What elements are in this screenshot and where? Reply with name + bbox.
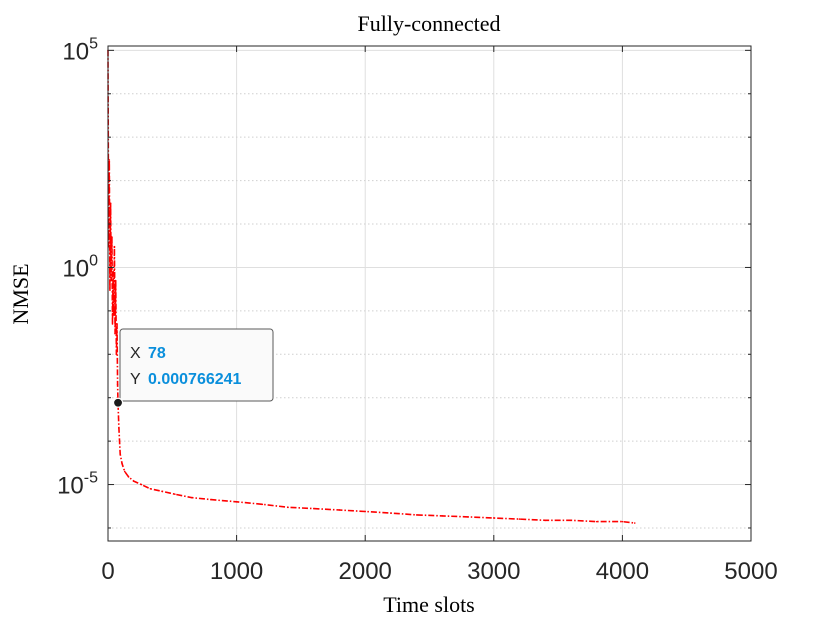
series-point (544, 519, 547, 522)
series-point (364, 510, 367, 513)
series-point (132, 480, 135, 482)
series-layer (107, 49, 636, 524)
plot-border (107, 45, 752, 542)
series-point (312, 507, 315, 510)
series-point (210, 498, 212, 501)
series-point (161, 490, 163, 493)
series-point (127, 476, 130, 478)
plot-area (108, 46, 751, 541)
y-tick-labels: 10-5 100 105 (57, 35, 98, 499)
series-point (595, 520, 598, 523)
series-line (107, 50, 635, 524)
series-point (441, 515, 444, 517)
y-tick-label: 105 (62, 35, 98, 65)
x-tick-label: 4000 (596, 558, 649, 585)
series-point (287, 506, 289, 509)
x-tick-label: 1000 (210, 558, 263, 585)
series-point (621, 520, 624, 523)
datatip-y-label: Y (130, 371, 141, 388)
series-point (109, 289, 111, 291)
series-point (112, 314, 115, 316)
x-axis-label: Time slots (383, 592, 475, 617)
series-point (570, 519, 572, 522)
datatip-marker[interactable] (112, 397, 124, 408)
x-tick-label: 2000 (339, 558, 392, 585)
series-point (493, 517, 495, 519)
series-point (633, 522, 636, 524)
y-tick-label: 100 (62, 252, 98, 282)
series-point (190, 496, 193, 499)
series-point (108, 159, 111, 161)
datatip-box (119, 328, 274, 402)
series-point (174, 493, 176, 495)
series-point (121, 463, 123, 465)
series-point (111, 236, 113, 238)
series-point (110, 279, 113, 282)
series-point (123, 470, 126, 473)
x-tick-labels: 0 1000 2000 3000 4000 5000 (101, 558, 777, 585)
datatip[interactable]: X 78 Y 0.000766241 (112, 328, 274, 408)
series-point (518, 518, 521, 520)
series-point (338, 509, 341, 511)
series-point (118, 427, 120, 429)
y-tick-label: 10-5 (57, 470, 98, 500)
series-point (140, 483, 143, 486)
x-tick-label: 5000 (724, 558, 777, 585)
series-point (112, 270, 114, 273)
series-point (119, 453, 122, 456)
chart-title: Fully-connected (358, 11, 501, 36)
series-point (116, 383, 119, 386)
series-point (114, 332, 116, 335)
series-point (113, 245, 116, 248)
x-tick-label: 3000 (467, 558, 520, 585)
series-point (415, 514, 418, 516)
series-point (116, 323, 118, 325)
datatip-x-label: X (130, 345, 141, 362)
y-axis-label: NMSE (8, 263, 33, 324)
series-point (390, 512, 392, 514)
series-point (261, 503, 264, 506)
series-point (114, 279, 117, 282)
series-point (467, 516, 469, 518)
datatip-y-value: 0.000766241 (148, 371, 242, 388)
series-point (149, 487, 152, 490)
datatip-x-value: 78 (148, 345, 166, 362)
series-point (109, 202, 112, 205)
tick-marks (107, 46, 752, 541)
series-point (115, 353, 118, 356)
x-tick-label: 0 (101, 558, 114, 585)
series-point (111, 323, 114, 325)
series-point (235, 501, 238, 503)
